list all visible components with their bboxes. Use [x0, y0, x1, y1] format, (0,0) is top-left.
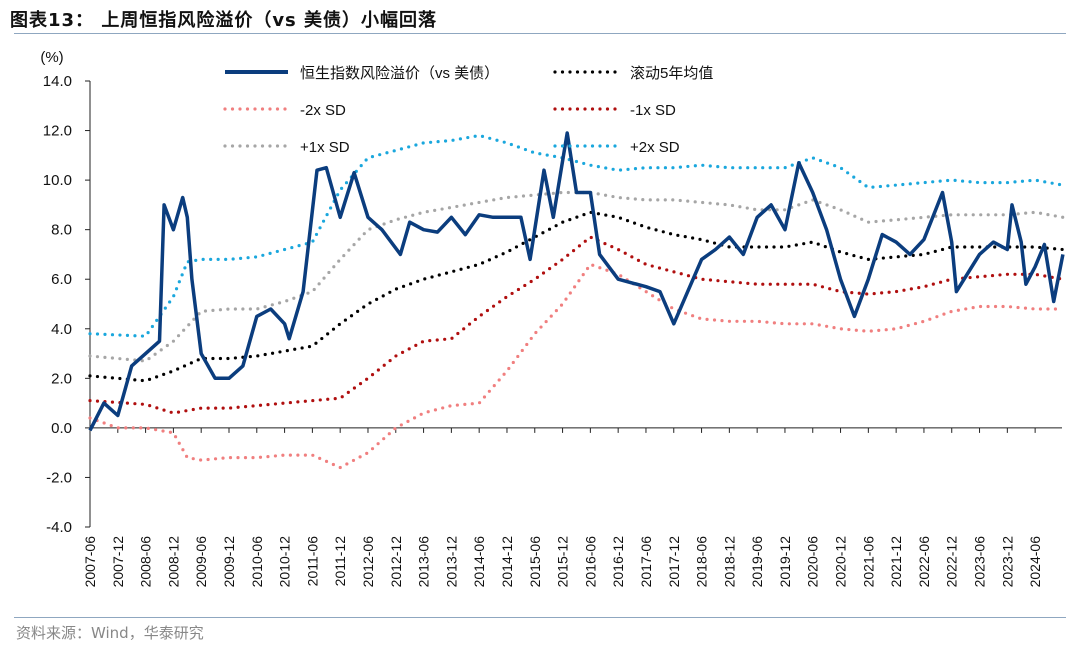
title-divider: [14, 33, 1066, 34]
x-tick-label: 2022-06: [916, 536, 932, 588]
y-tick-label: -4.0: [46, 519, 72, 536]
series-line-5: [88, 133, 1065, 338]
y-tick-label: 6.0: [51, 271, 72, 288]
y-axis-label: (%): [40, 49, 63, 66]
x-tick-label: 2022-12: [944, 536, 960, 588]
x-tick-label: 2011-12: [332, 536, 348, 587]
y-tick-label: 10.0: [43, 172, 72, 189]
legend-label-5: +2x SD: [630, 139, 680, 156]
x-tick-label: 2017-12: [666, 536, 682, 588]
x-tick-label: 2013-12: [443, 536, 459, 588]
y-tick-label: 4.0: [51, 321, 72, 338]
series-line-2: [88, 262, 1065, 470]
y-tick-label: -2.0: [46, 469, 72, 486]
x-tick-label: 2017-06: [638, 536, 654, 588]
x-tick-label: 2014-06: [471, 536, 487, 588]
x-tick-label: 2013-06: [416, 536, 432, 588]
x-tick-label: 2018-06: [694, 536, 710, 588]
legend-label-3: -1x SD: [630, 102, 676, 119]
x-tick-label: 2012-12: [388, 536, 404, 588]
x-tick-label: 2007-06: [82, 536, 98, 588]
source-divider: [14, 617, 1066, 618]
y-tick-label: 12.0: [43, 123, 72, 140]
x-tick-label: 2010-06: [249, 536, 265, 588]
series-line-1: [88, 210, 1065, 383]
x-tick-label: 2020-12: [833, 536, 849, 588]
x-tick-label: 2009-12: [221, 536, 237, 588]
chart-title: 图表13： 上周恒指风险溢价（vs 美债）小幅回落: [10, 10, 438, 31]
x-tick-label: 2015-06: [527, 536, 543, 588]
x-tick-label: 2016-06: [582, 536, 598, 588]
x-tick-label: 2015-12: [555, 536, 571, 588]
y-tick-label: 0.0: [51, 420, 72, 437]
x-tick-label: 2023-06: [972, 536, 988, 588]
x-tick-label: 2016-12: [610, 536, 626, 588]
x-tick-label: 2014-12: [499, 536, 515, 588]
x-tick-label: 2020-06: [805, 536, 821, 588]
x-tick-label: 2009-06: [193, 536, 209, 588]
x-tick-label: 2008-12: [165, 536, 181, 588]
y-tick-label: 14.0: [43, 73, 72, 90]
legend-label-1: 滚动5年均值: [630, 65, 713, 82]
x-tick-label: 2019-12: [777, 536, 793, 588]
legend-label-2: -2x SD: [300, 102, 346, 119]
source-note: 资料来源：Wind，华泰研究: [16, 624, 204, 642]
y-tick-label: 8.0: [51, 222, 72, 239]
x-tick-label: 2008-06: [138, 536, 154, 588]
series-line-0: [88, 131, 1065, 432]
x-tick-label: 2007-12: [110, 536, 126, 588]
x-tick-label: 2010-12: [277, 536, 293, 588]
x-tick-label: 2021-12: [888, 536, 904, 588]
x-tick-label: 2012-06: [360, 536, 376, 588]
x-tick-label: 2018-12: [721, 536, 737, 588]
series-line-3: [88, 235, 1065, 415]
x-tick-label: 2019-06: [749, 536, 765, 588]
y-tick-label: 2.0: [51, 370, 72, 387]
legend-label-0: 恒生指数风险溢价（vs 美债）: [300, 65, 499, 82]
legend-label-4: +1x SD: [300, 139, 350, 156]
x-tick-label: 2021-06: [860, 536, 876, 588]
x-tick-label: 2024-06: [1027, 536, 1043, 588]
x-tick-label: 2023-12: [999, 536, 1015, 588]
x-tick-label: 2011-06: [304, 536, 320, 587]
